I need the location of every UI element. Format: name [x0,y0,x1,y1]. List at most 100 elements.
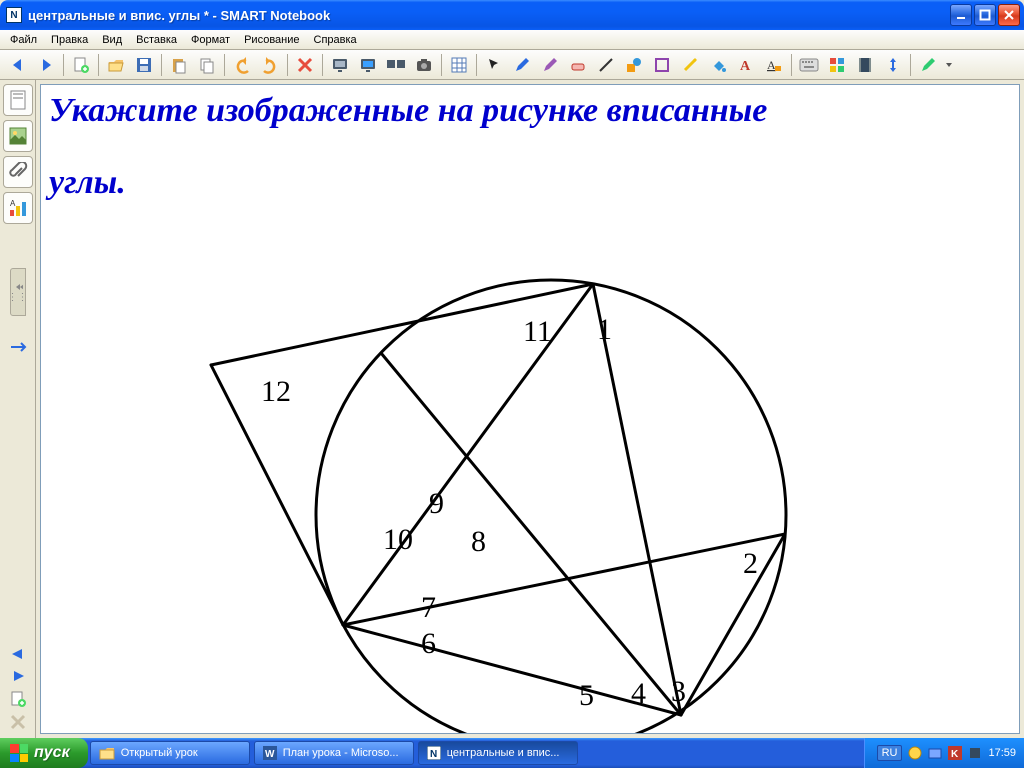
window-controls [950,4,1020,26]
svg-text:A: A [740,59,751,74]
menu-help[interactable]: Справка [308,32,363,48]
gallery-tab[interactable] [3,120,33,152]
app-icon: N [6,7,22,23]
screen2-button[interactable] [355,52,381,78]
system-tray: RU K 17:59 [864,738,1024,768]
prev-page-button[interactable] [8,646,28,662]
move-toolbar-button[interactable] [880,52,906,78]
main-toolbar: A A [0,50,1024,80]
angle-label-9: 9 [429,487,444,521]
heading-line2: углы. [49,161,1011,205]
menu-file[interactable]: Файл [4,32,43,48]
auto-hide-toggle[interactable] [9,340,27,354]
workspace: A ⋮⋮ Укажите изображенные на рисунке впи… [0,80,1024,738]
angle-label-11: 11 [523,315,552,349]
word-icon: W [263,746,277,760]
minimize-button[interactable] [950,4,972,26]
back-button[interactable] [5,52,31,78]
paste-button[interactable] [166,52,192,78]
tray-icon-k[interactable]: K [948,746,962,760]
save-button[interactable] [131,52,157,78]
close-button[interactable] [998,4,1020,26]
fill-button[interactable] [705,52,731,78]
copy-button[interactable] [194,52,220,78]
window-titlebar: N центральные и впис. углы * - SMART Not… [0,0,1024,30]
delete-button[interactable] [292,52,318,78]
taskbar-item-2-label: План урока - Microso... [283,747,399,759]
side-collapse-handle[interactable]: ⋮⋮ [10,268,26,316]
select-button[interactable] [481,52,507,78]
line-button[interactable] [593,52,619,78]
tray-icon-1[interactable] [908,746,922,760]
delete-page-side-button[interactable] [10,714,26,730]
start-label: пуск [34,744,70,762]
tray-icon-2[interactable] [928,746,942,760]
toolbar-overflow-button[interactable] [943,52,955,78]
angle-label-10: 10 [383,523,413,557]
taskbar-item-3[interactable]: N центральные и впис... [418,741,578,765]
menu-view[interactable]: Вид [96,32,128,48]
add-page-side-button[interactable] [9,690,27,708]
creative-pen-button[interactable] [537,52,563,78]
page-canvas[interactable]: Укажите изображенные на рисунке вписанны… [40,84,1020,734]
windows-logo-icon [10,744,28,762]
capture-button[interactable] [411,52,437,78]
properties-button[interactable]: A [761,52,787,78]
side-panel: A ⋮⋮ [0,80,36,738]
open-button[interactable] [103,52,129,78]
angle-label-2: 2 [743,547,758,581]
angle-label-8: 8 [471,525,486,559]
svg-text:W: W [265,749,275,760]
taskbar-item-3-label: центральные и впис... [447,747,560,759]
diagram-svg [171,225,871,734]
page-sorter-tab[interactable] [3,84,33,116]
screen1-button[interactable] [327,52,353,78]
add-page-button[interactable] [68,52,94,78]
keyboard-button[interactable] [796,52,822,78]
gallery-button[interactable] [824,52,850,78]
menu-draw[interactable]: Рисование [238,32,305,48]
pen-button[interactable] [509,52,535,78]
angle-label-5: 5 [579,679,594,713]
angle-label-12: 12 [261,375,291,409]
highlighter-button[interactable] [915,52,941,78]
taskbar-item-1[interactable]: Открытый урок [90,741,250,765]
next-page-button[interactable] [8,668,28,684]
table-button[interactable] [446,52,472,78]
angle-label-3: 3 [671,675,686,709]
svg-text:K: K [951,749,959,760]
svg-text:A: A [10,199,16,208]
language-indicator[interactable]: RU [877,745,903,761]
taskbar: пуск Открытый урок W План урока - Micros… [0,738,1024,768]
heading-line1: Укажите изображенные на рисунке вписанны… [49,89,1011,133]
maximize-button[interactable] [974,4,996,26]
angle-label-1: 1 [597,313,612,347]
folder-icon [99,746,115,760]
tray-icon-3[interactable] [968,746,982,760]
taskbar-item-1-label: Открытый урок [121,747,198,759]
properties-tab[interactable]: A [3,192,33,224]
shape-pen-button[interactable] [649,52,675,78]
dual-screen-button[interactable] [383,52,409,78]
redo-button[interactable] [257,52,283,78]
forward-button[interactable] [33,52,59,78]
menu-bar: Файл Правка Вид Вставка Формат Рисование… [0,30,1024,50]
clock[interactable]: 17:59 [988,747,1016,759]
text-button[interactable]: A [733,52,759,78]
magic-pen-button[interactable] [677,52,703,78]
start-button[interactable]: пуск [0,738,88,768]
attachments-tab[interactable] [3,156,33,188]
menu-format[interactable]: Формат [185,32,236,48]
eraser-button[interactable] [565,52,591,78]
angle-label-6: 6 [421,627,436,661]
taskbar-item-2[interactable]: W План урока - Microso... [254,741,414,765]
shapes-button[interactable] [621,52,647,78]
angle-label-4: 4 [631,677,646,711]
svg-text:A: A [767,58,776,72]
window-title: центральные и впис. углы * - SMART Noteb… [28,8,950,23]
undo-button[interactable] [229,52,255,78]
film-button[interactable] [852,52,878,78]
menu-edit[interactable]: Правка [45,32,94,48]
menu-insert[interactable]: Вставка [130,32,183,48]
svg-text:N: N [430,749,437,760]
